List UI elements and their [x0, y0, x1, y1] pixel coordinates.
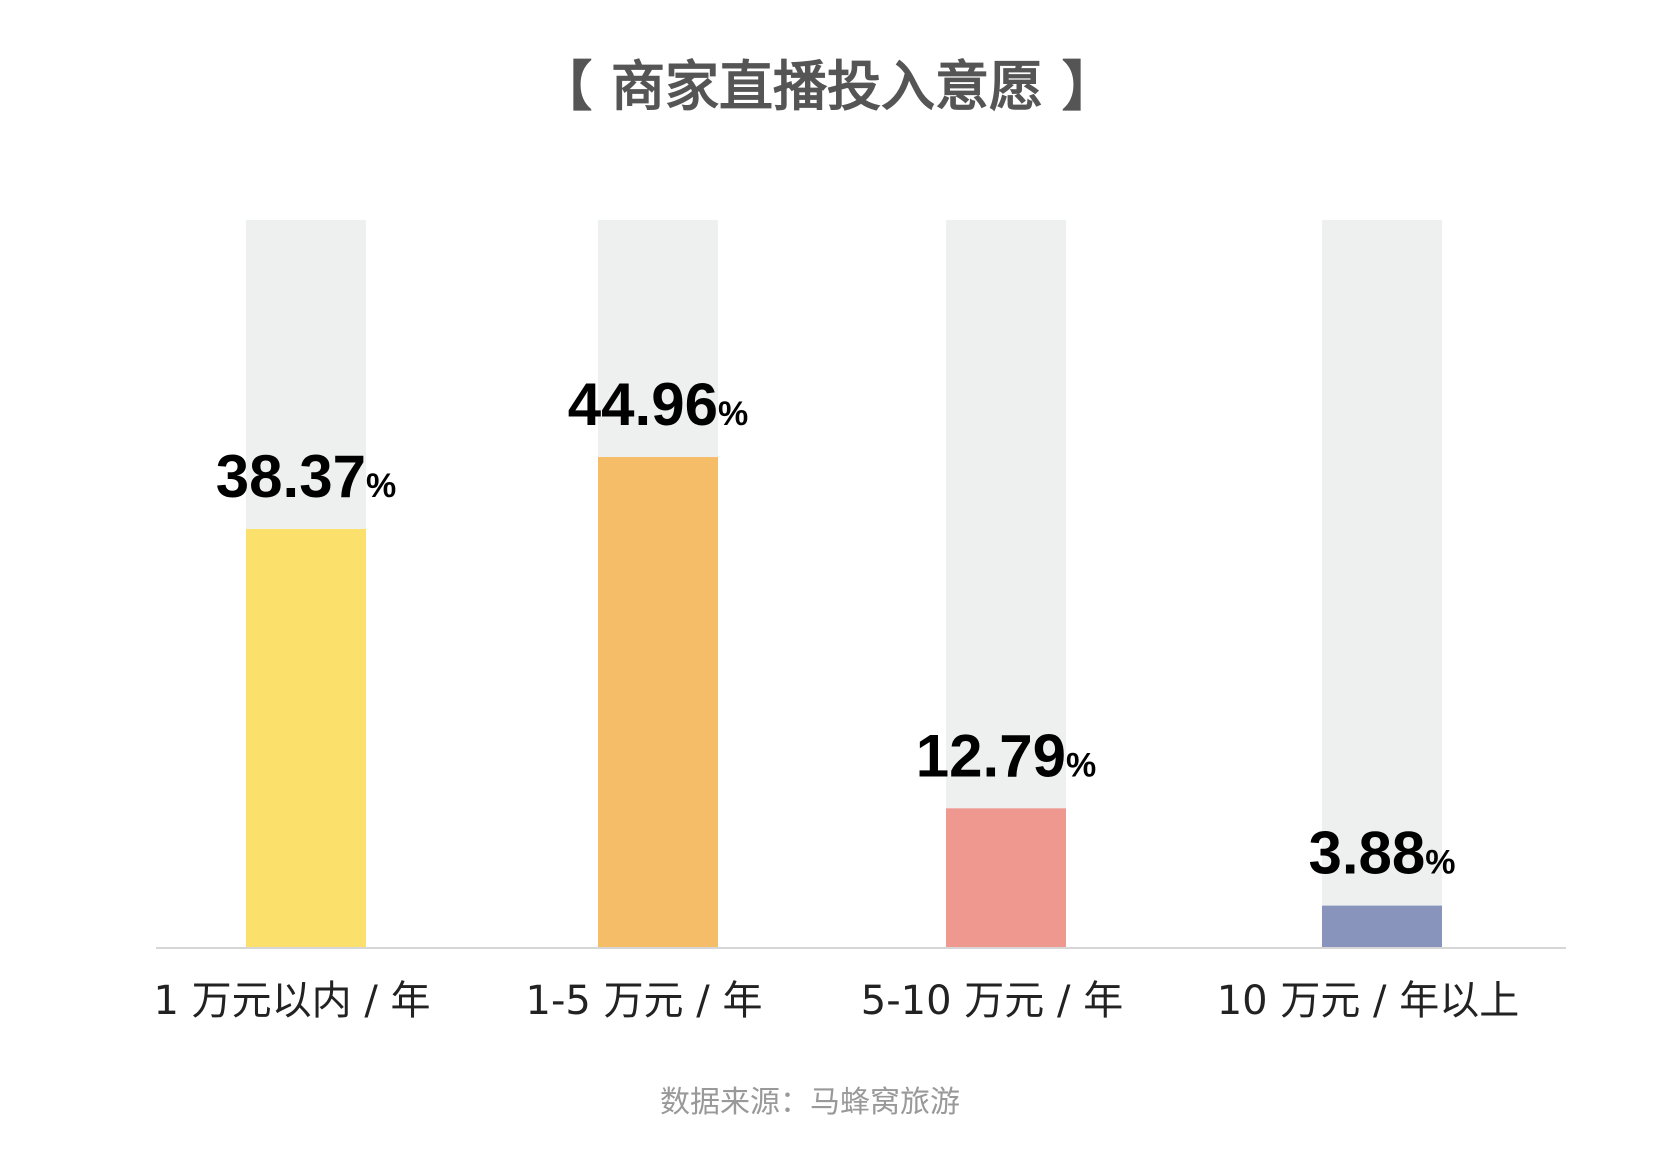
data-label-value-2: 44.96: [568, 371, 718, 438]
bars-layer: [246, 220, 1442, 948]
category-label-2: 1-5 万元 / 年: [526, 978, 763, 1024]
bar-1: [246, 528, 366, 948]
bar-4: [1322, 905, 1442, 948]
source-note: 数据来源：马蜂窝旅游: [660, 1085, 960, 1120]
labels-layer: 38.37% 1 万元以内 / 年 44.96% 1-5 万元 / 年 12.79% 5-…: [153, 371, 1519, 1024]
data-label-value-1: 38.37: [216, 443, 366, 510]
category-label-4: 10 万元 / 年以上: [1217, 978, 1520, 1024]
bar-3: [946, 808, 1066, 948]
data-label-unit-2: %: [718, 395, 748, 433]
data-label-value-4: 3.88: [1308, 820, 1425, 887]
category-label-1: 1 万元以内 / 年: [153, 978, 430, 1024]
bar-track-4: [1322, 220, 1442, 948]
data-label-unit-4: %: [1425, 844, 1455, 882]
data-label-2: 44.96%: [568, 371, 748, 438]
chart-title: 【 商家直播投入意愿 】: [538, 55, 1116, 118]
data-label-value-3: 12.79: [916, 722, 1066, 789]
data-label-unit-1: %: [366, 467, 396, 505]
data-label-4: 3.88%: [1308, 820, 1455, 887]
data-label-unit-3: %: [1066, 746, 1096, 784]
data-label-1: 38.37%: [216, 443, 396, 510]
bar-2: [598, 457, 718, 948]
category-label-3: 5-10 万元 / 年: [861, 978, 1123, 1024]
data-label-3: 12.79%: [916, 722, 1096, 789]
